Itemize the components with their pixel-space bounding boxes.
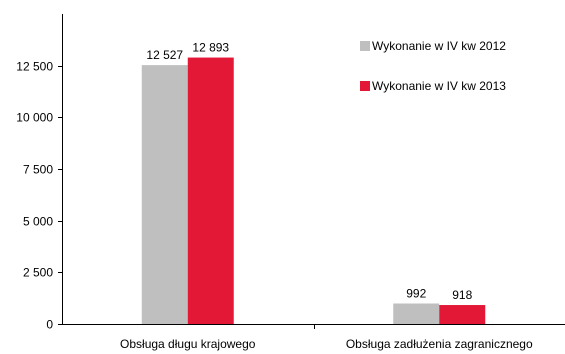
bar xyxy=(393,303,440,324)
legend-label: Wykonanie w IV kw 2013 xyxy=(372,79,506,93)
legend-swatch xyxy=(360,81,370,91)
x-category-label: Obsługa zadłużenia zagranicznego xyxy=(346,337,533,351)
bar-value-label: 918 xyxy=(452,288,472,302)
y-tick-label: 10 000 xyxy=(16,111,53,125)
y-tick-label: 12 500 xyxy=(16,60,53,74)
y-tick-label: 5 000 xyxy=(23,215,53,229)
y-tick-label: 2 500 xyxy=(23,266,53,280)
bar-value-label: 992 xyxy=(406,286,426,300)
legend-label: Wykonanie w IV kw 2012 xyxy=(372,39,506,53)
x-category-label: Obsługa długu krajowego xyxy=(120,337,256,351)
bar-value-label: 12 893 xyxy=(192,41,229,55)
legend-swatch xyxy=(360,41,370,51)
bar xyxy=(187,57,234,324)
y-tick-label: 7 500 xyxy=(23,163,53,177)
axes: 0 2 500 5 000 7 500 10 000 12 500 Obsługa dług… xyxy=(16,14,565,351)
bar-value-label: 12 527 xyxy=(146,48,183,62)
bar xyxy=(141,65,188,324)
legend: Wykonanie w IV kw 2012 Wykonanie w IV kw … xyxy=(360,39,506,93)
bars xyxy=(141,57,486,324)
data-labels: 12 527 12 893 992 918 xyxy=(146,41,472,302)
bar xyxy=(439,305,486,324)
y-tick-label: 0 xyxy=(46,318,53,332)
